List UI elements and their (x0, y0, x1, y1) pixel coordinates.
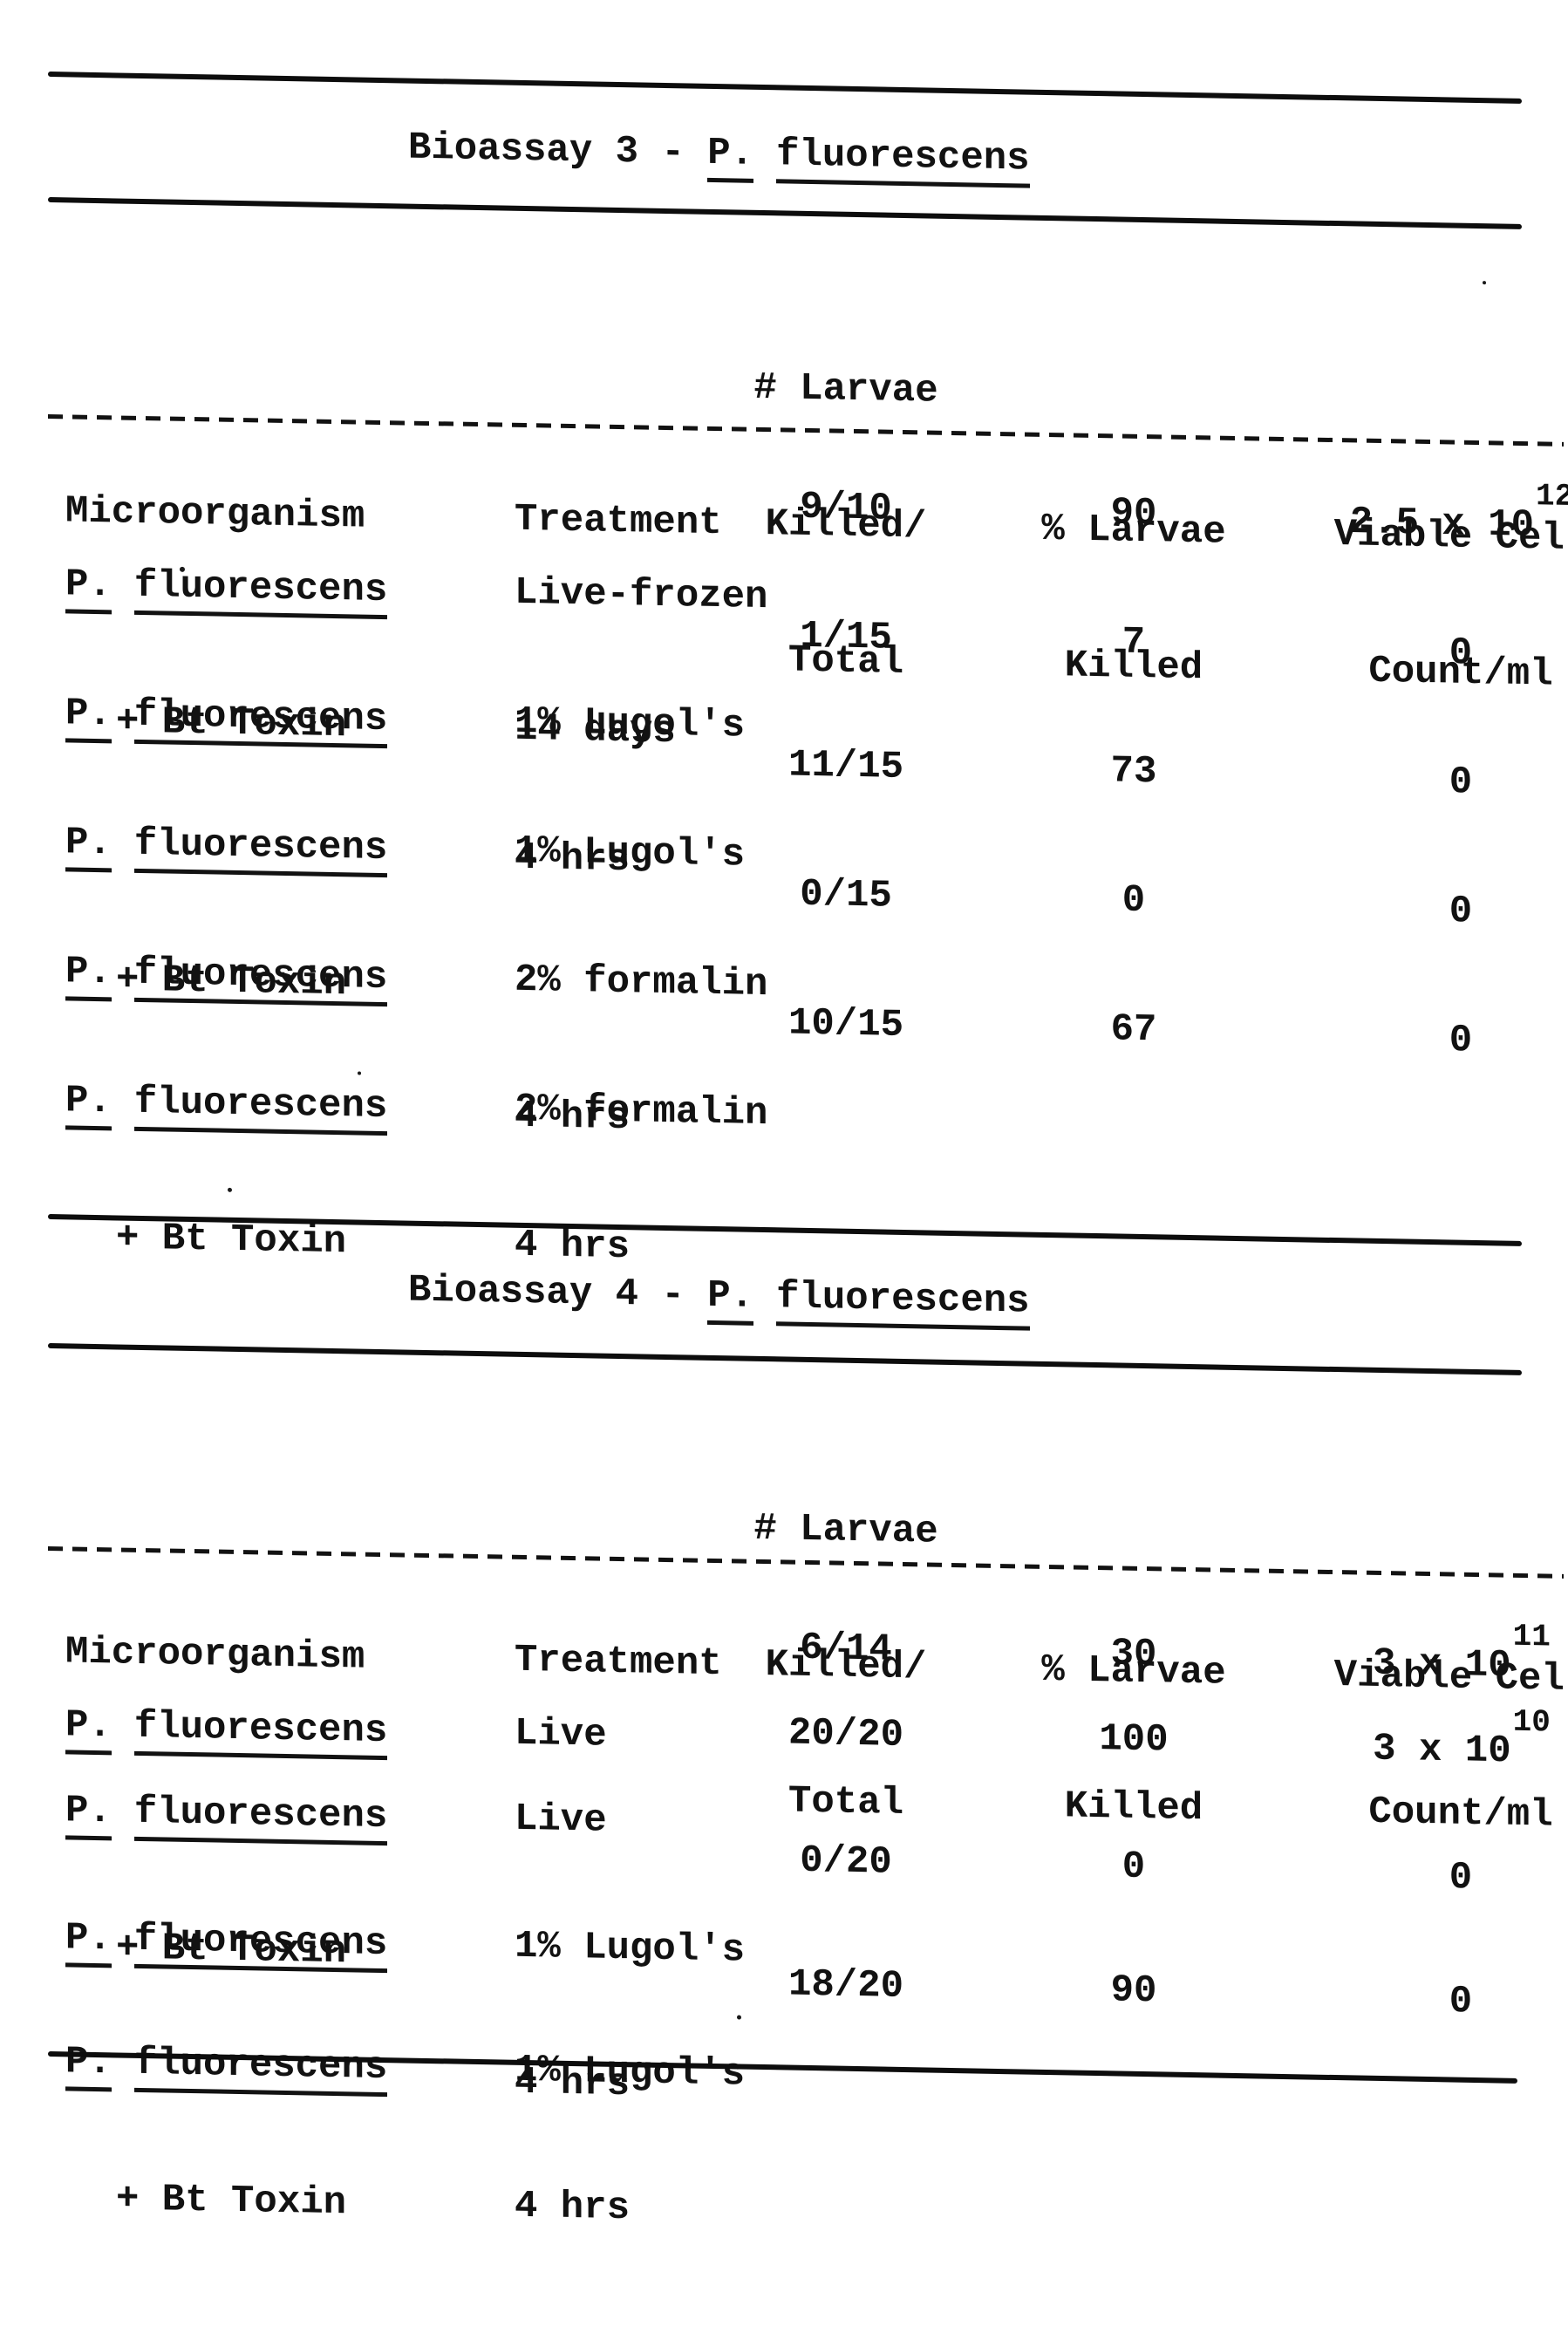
cell-pct-killed: 67 (951, 1004, 1317, 1056)
table2-title-prefix: Bioassay 4 - (408, 1269, 707, 1318)
cell-pct-killed: 0 (951, 1841, 1317, 1893)
exponent: 10 (1513, 1704, 1551, 1741)
cell-viable-count: 3 x 1010 (1317, 1721, 1568, 1777)
cell-killed-total: 1/15 (741, 613, 951, 662)
cell-pct-killed: 100 (951, 1714, 1317, 1766)
scan-speck (1483, 281, 1486, 284)
cell-pct-killed: 0 (951, 875, 1317, 927)
table1-title-species: fluorescens (776, 133, 1029, 188)
cell-viable-count: 0 (1317, 1011, 1568, 1067)
cell-viable-count: 0 (1317, 1972, 1568, 2028)
horizontal-rule-below-title1 (48, 197, 1522, 229)
organism-line2: + Bt Toxin (65, 2175, 515, 2228)
cell-viable-count: 2.5 x 1012 (1317, 495, 1568, 550)
cell-killed-total: 0/20 (741, 1838, 951, 1886)
table1-title-prefix: Bioassay 3 - (408, 126, 707, 175)
cell-killed-total: 6/14 (741, 1625, 951, 1674)
cell-viable-count: 0 (1317, 624, 1568, 679)
horizontal-rule-top (48, 72, 1522, 104)
scan-speck (358, 1072, 361, 1075)
cell-viable-count: 0 (1317, 882, 1568, 938)
scan-speck (737, 2015, 741, 2019)
cell-pct-killed: 30 (951, 1628, 1317, 1681)
scan-speck (228, 1188, 232, 1192)
table-row: P.fluorescens + Bt Toxin 1% Lugol's 4 hr… (65, 1948, 1568, 2339)
cell-viable-count: 3 x 1011 (1317, 1635, 1568, 1691)
organism-name: P.fluorescens (65, 2039, 515, 2092)
cell-viable-count: 0 (1317, 753, 1568, 808)
table2-title-species: fluorescens (776, 1275, 1029, 1330)
exponent: 12 (1536, 478, 1568, 515)
cell-pct-killed: 90 (951, 1965, 1317, 2017)
cell-pct-killed: 73 (951, 746, 1317, 798)
cell-killed-total: 10/15 (741, 1000, 951, 1049)
table1-title: Bioassay 3 - P.fluorescens (408, 126, 1030, 182)
cell-pct-killed: 90 (951, 488, 1317, 540)
cell-treatment: 1% Lugol's 4 hrs (515, 1957, 741, 2324)
cell-pct-killed: 7 (951, 617, 1317, 669)
scan-speck (180, 567, 185, 572)
organism-name: P.fluorescens (65, 1078, 515, 1131)
exponent: 11 (1513, 1619, 1551, 1655)
cell-killed-total: 20/20 (741, 1710, 951, 1759)
table1-title-genus: P. (707, 132, 753, 183)
scanned-page: Bioassay 3 - P.fluorescens Microorganism… (0, 0, 1568, 2143)
cell-killed-total: 18/20 (741, 1961, 951, 2010)
cell-viable-count: 0 (1317, 1848, 1568, 1904)
cell-killed-total: 0/15 (741, 871, 951, 920)
table2-title-genus: P. (707, 1274, 753, 1326)
cell-microorganism: P.fluorescens + Bt Toxin (65, 1948, 515, 2319)
cell-killed-total: 9/10 (741, 484, 951, 533)
cell-killed-total: 11/15 (741, 742, 951, 791)
